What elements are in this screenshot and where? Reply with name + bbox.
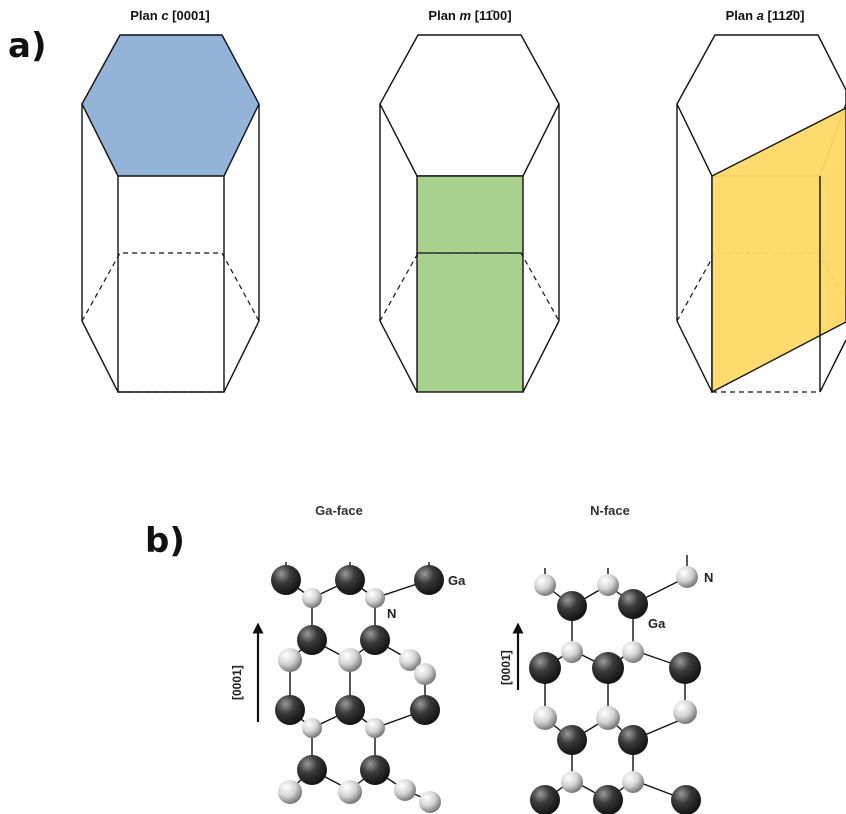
plan-m-highlight bbox=[416, 175, 524, 393]
plan-a-highlight bbox=[711, 107, 846, 394]
n-atom bbox=[533, 706, 557, 730]
n-atom bbox=[622, 771, 644, 793]
n-atom bbox=[414, 663, 436, 685]
ga-atom bbox=[335, 565, 365, 595]
plan-m-title: Plan m [11̄00] bbox=[428, 8, 511, 23]
ga-face-atoms bbox=[271, 565, 444, 813]
ga-atom bbox=[335, 695, 365, 725]
ga-atom bbox=[414, 565, 444, 595]
ga-atom bbox=[275, 695, 305, 725]
ga-atom bbox=[360, 625, 390, 655]
prism-plan-c: Plan c [0001] bbox=[81, 8, 260, 393]
panel-b-label: b) bbox=[145, 521, 185, 561]
ga-atom bbox=[529, 652, 561, 684]
ga-atom bbox=[410, 695, 440, 725]
n-atom bbox=[278, 780, 302, 804]
ga-atom bbox=[669, 652, 701, 684]
ga-atom bbox=[557, 725, 587, 755]
n-atom bbox=[365, 588, 385, 608]
n-atom bbox=[561, 641, 583, 663]
n-face-atoms bbox=[529, 566, 701, 814]
n-atom bbox=[399, 649, 421, 671]
n-atom bbox=[597, 574, 619, 596]
prism-plan-a: Plan a [112̄0] bbox=[676, 8, 846, 394]
n-face-direction-label: [0001̄] bbox=[499, 650, 513, 685]
n-face-title: N-face bbox=[590, 503, 630, 518]
n-face-label-ga: Ga bbox=[648, 616, 666, 631]
n-atom bbox=[596, 706, 620, 730]
n-face-structure: N-face [0001̄] bbox=[499, 503, 713, 814]
n-atom bbox=[622, 641, 644, 663]
ga-atom bbox=[271, 565, 301, 595]
ga-face-label-n: N bbox=[387, 606, 396, 621]
panel-a-label: a) bbox=[8, 26, 46, 66]
ga-atom bbox=[592, 652, 624, 684]
ga-atom bbox=[618, 589, 648, 619]
n-face-label-n: N bbox=[704, 570, 713, 585]
ga-face-label-ga: Ga bbox=[448, 573, 466, 588]
ga-atom bbox=[360, 755, 390, 785]
ga-atom bbox=[671, 785, 701, 814]
ga-atom bbox=[297, 755, 327, 785]
n-atom bbox=[338, 648, 362, 672]
ga-atom bbox=[618, 725, 648, 755]
n-atom bbox=[302, 588, 322, 608]
n-atom bbox=[278, 648, 302, 672]
plan-a-title: Plan a [112̄0] bbox=[726, 8, 805, 23]
n-atom bbox=[394, 779, 416, 801]
n-atom bbox=[561, 771, 583, 793]
n-atom bbox=[673, 700, 697, 724]
ga-atom bbox=[557, 591, 587, 621]
ga-atom bbox=[530, 785, 560, 814]
plan-c-title: Plan c [0001] bbox=[130, 8, 210, 23]
n-atom bbox=[365, 718, 385, 738]
ga-face-title: Ga-face bbox=[315, 503, 363, 518]
n-atom bbox=[302, 718, 322, 738]
ga-atom bbox=[297, 625, 327, 655]
n-atom bbox=[676, 566, 698, 588]
plan-c-highlight bbox=[81, 34, 260, 177]
n-atom bbox=[338, 780, 362, 804]
n-atom bbox=[534, 574, 556, 596]
ga-face-direction-label: [0001] bbox=[230, 665, 244, 700]
ga-atom bbox=[593, 785, 623, 814]
ga-face-structure: Ga-face [0001] bbox=[230, 503, 466, 813]
prism-plan-m: Plan m [11̄00] bbox=[379, 8, 560, 393]
n-atom bbox=[419, 791, 441, 813]
